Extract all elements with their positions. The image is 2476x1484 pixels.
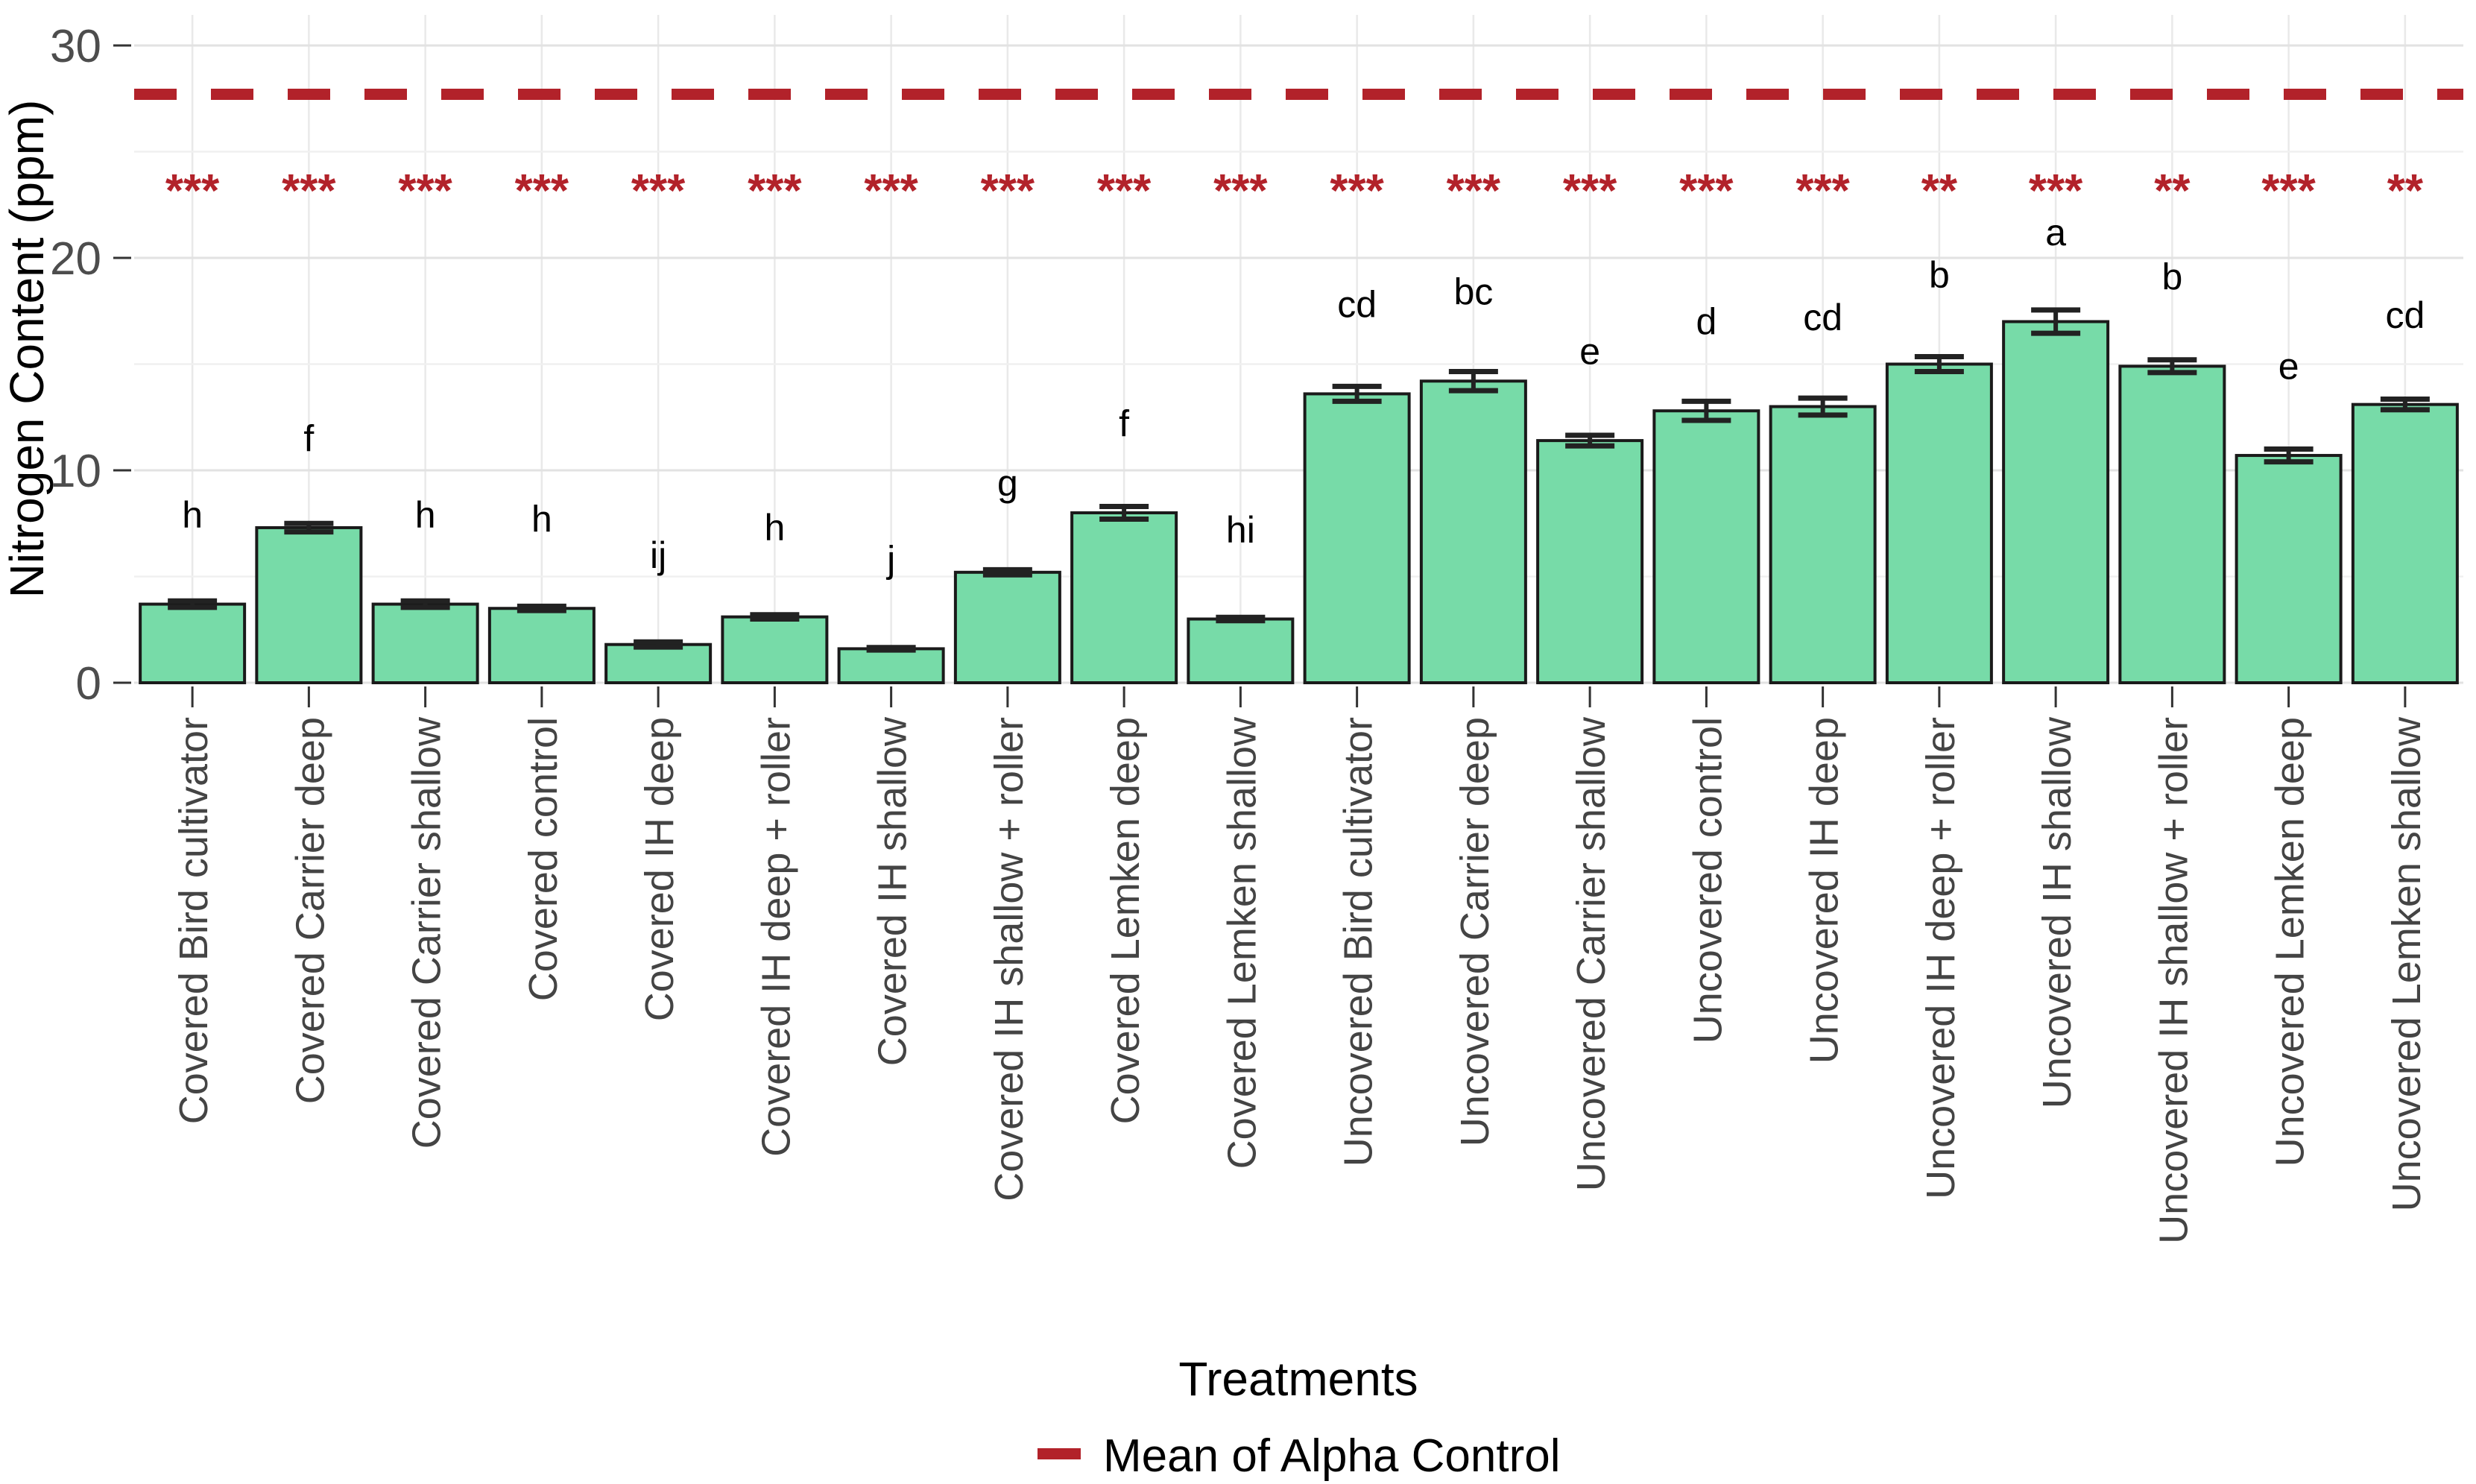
bar [371, 602, 479, 684]
bar [604, 642, 713, 685]
x-tick-label: Covered IH shallow + roller [987, 717, 1032, 1202]
bar [1419, 379, 1527, 684]
bars-layer [139, 320, 2459, 685]
significance-stars: ** [2387, 165, 2424, 217]
bar [1769, 405, 1877, 684]
x-tick-label: Covered Carrier shallow [405, 716, 449, 1149]
x-tick-label: Covered control [521, 717, 566, 1001]
y-tick-label: 30 [50, 21, 101, 72]
axes-layer: Covered Bird cultivator Covered Carrier d… [50, 21, 2429, 1244]
bar [2235, 454, 2343, 684]
significance-letter: hi [1226, 509, 1255, 551]
significance-letter: cd [1337, 284, 1377, 326]
significance-letter: b [2161, 256, 2182, 298]
significance-letter: d [1696, 301, 1717, 343]
significance-letter: cd [1803, 297, 1842, 338]
significance-stars: *** [165, 165, 220, 217]
bar [2351, 402, 2459, 685]
y-tick-label: 10 [50, 446, 101, 497]
significance-letter: h [764, 507, 785, 549]
bar [1070, 511, 1178, 684]
significance-letter: j [885, 539, 895, 581]
significance-letter: f [1119, 402, 1129, 444]
significance-stars: *** [1796, 165, 1850, 217]
significance-stars: *** [1213, 165, 1268, 217]
bar [1187, 617, 1295, 684]
bar [1885, 362, 1993, 684]
significance-stars: *** [1097, 165, 1152, 217]
x-tick-label: Covered Bird cultivator [171, 717, 216, 1124]
bar [139, 602, 247, 684]
x-tick-label: Uncovered control [1685, 717, 1730, 1043]
legend: Mean of Alpha Control [1038, 1430, 1561, 1482]
x-tick-label: Uncovered Carrier deep [1453, 717, 1497, 1146]
significance-stars: *** [2261, 165, 2316, 217]
bar [837, 647, 945, 685]
significance-letter: h [531, 499, 552, 540]
x-tick-label: Uncovered IH shallow + roller [2151, 717, 2196, 1244]
x-axis-title: Treatments [1178, 1352, 1418, 1406]
significance-letter: cd [2385, 294, 2425, 336]
significance-stars: *** [748, 165, 802, 217]
significance-stars: *** [864, 165, 918, 217]
error-bars-layer [168, 307, 2430, 653]
x-tick-label: Uncovered Lemken deep [2268, 717, 2313, 1166]
bar [2002, 320, 2110, 684]
significance-letter: e [2278, 345, 2299, 387]
x-tick-label: Uncovered IH deep + roller [1918, 717, 1963, 1199]
significance-stars: *** [1447, 165, 1501, 217]
x-tick-label: Covered IH shallow [871, 716, 915, 1066]
bar [487, 607, 596, 684]
significance-stars: *** [981, 165, 1035, 217]
significance-letter: a [2045, 212, 2066, 253]
x-tick-label: Uncovered IH shallow [2035, 716, 2079, 1108]
significance-letter: b [1929, 254, 1950, 296]
x-tick-label: Covered Carrier deep [288, 717, 332, 1104]
x-tick-label: Uncovered Carrier shallow [1569, 716, 1614, 1191]
y-axis-title: Nitrogen Content (ppm) [0, 100, 54, 599]
bar [1303, 392, 1411, 685]
x-tick-label: Uncovered Lemken shallow [2384, 716, 2429, 1211]
x-tick-label: Uncovered IH deep [1802, 717, 1847, 1064]
significance-stars: *** [398, 165, 452, 217]
y-tick-label: 20 [50, 233, 101, 285]
significance-letter: h [415, 494, 436, 536]
y-tick-label: 0 [76, 658, 101, 710]
significance-stars: *** [515, 165, 569, 217]
bar [1652, 409, 1760, 684]
significance-stars: *** [2029, 165, 2083, 217]
x-tick-label: Covered IH deep [637, 717, 682, 1021]
bar [2118, 364, 2226, 684]
significance-letter: f [303, 417, 314, 459]
significance-stars: *** [282, 165, 336, 217]
significance-letter: g [997, 462, 1018, 504]
significance-stars: *** [1679, 165, 1734, 217]
x-tick-label: Covered IH deep + roller [754, 717, 798, 1157]
legend-label: Mean of Alpha Control [1103, 1430, 1561, 1482]
x-tick-label: Covered Lemken shallow [1219, 716, 1264, 1169]
significance-stars: ** [2154, 165, 2191, 217]
bar [721, 615, 829, 685]
significance-stars: *** [1330, 165, 1384, 217]
x-tick-label: Covered Lemken deep [1103, 717, 1148, 1124]
significance-letter: e [1579, 330, 1600, 372]
significance-stars: *** [1563, 165, 1617, 217]
gridlines [134, 15, 2463, 684]
legend-key-dash [1038, 1448, 1081, 1459]
bar [255, 525, 363, 685]
bar [1536, 439, 1644, 684]
x-tick-label: Uncovered Bird cultivator [1336, 717, 1381, 1166]
significance-stars: *** [631, 165, 686, 217]
bar [953, 570, 1061, 684]
annotations-layer: ***h***f***h***h***ij***h***j***g***f***… [165, 165, 2425, 581]
significance-letter: ij [650, 534, 666, 576]
significance-stars: ** [1921, 165, 1958, 217]
significance-letter: bc [1453, 271, 1493, 313]
significance-letter: h [182, 494, 203, 536]
